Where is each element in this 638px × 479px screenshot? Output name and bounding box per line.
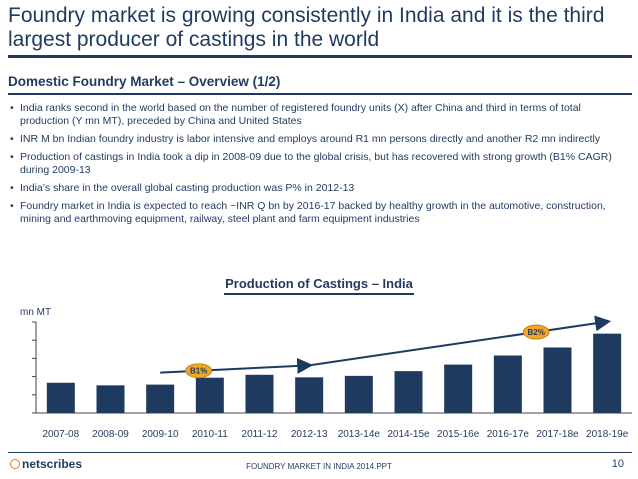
- bar-2012-13: [295, 377, 324, 413]
- bar-2013-14e: [344, 375, 373, 413]
- bullet-marker: •: [10, 102, 14, 114]
- section-subtitle: Domestic Foundry Market – Overview (1/2): [8, 74, 281, 89]
- bar-2017-18e: [543, 347, 572, 413]
- bullet-text: India’s share in the overall global cast…: [20, 181, 355, 194]
- bullet-list: • India ranks second in the world based o…: [10, 102, 632, 231]
- bar-2007-08: [46, 382, 75, 413]
- footer-filename: FOUNDRY MARKET IN INDIA 2014.PPT: [246, 462, 392, 471]
- x-tick-label: 2016-17e: [487, 429, 530, 440]
- company-logo: netscribes: [10, 457, 82, 471]
- chart-title: Production of Castings – India: [225, 276, 413, 291]
- bullet-text: Foundry market in India is expected to r…: [20, 199, 606, 225]
- bullet-item: • Production of castings in India took a…: [10, 151, 632, 177]
- x-tick-label: 2012-13: [291, 429, 328, 440]
- bullet-item: • India’s share in the overall global cas…: [10, 182, 632, 195]
- bar-2014-15e: [394, 371, 423, 413]
- logo-text: netscribes: [22, 457, 83, 471]
- x-tick-label: 2018-19e: [586, 429, 629, 440]
- cagr-arrow: [309, 315, 612, 367]
- slide-title: Foundry market is growing consistently i…: [8, 4, 605, 51]
- bullet-marker: •: [10, 199, 14, 212]
- title-divider: [8, 55, 632, 58]
- x-tick-label: 2009-10: [142, 429, 179, 440]
- x-tick-label: 2017-18e: [536, 429, 579, 440]
- x-tick-label: 2010-11: [192, 429, 228, 440]
- x-tick-label: 2015-16e: [437, 429, 480, 440]
- chart-title-underline: [224, 293, 414, 295]
- cagr-arrow: [160, 357, 314, 374]
- bar-2008-09: [96, 385, 125, 413]
- bullet-text: INR M bn Indian foundry industry is labo…: [20, 132, 601, 145]
- bar-2011-12: [245, 374, 274, 413]
- x-tick-label: 2011-12: [242, 429, 278, 440]
- y-axis-label: mn MT: [20, 307, 52, 318]
- logo-icon: [10, 459, 20, 469]
- bullet-item: • INR M bn Indian foundry industry is lab…: [10, 133, 632, 146]
- bullet-text: India ranks second in the world based on…: [20, 102, 581, 127]
- cagr-label: B2%: [527, 328, 544, 337]
- bullet-marker: •: [10, 132, 14, 145]
- bar-2015-16e: [444, 364, 473, 413]
- cagr-label: B1%: [190, 367, 207, 376]
- page-number: 10: [611, 458, 624, 470]
- x-tick-label: 2008-09: [92, 429, 129, 440]
- bullet-item: • India ranks second in the world based o…: [10, 102, 632, 128]
- footer-divider: [8, 452, 632, 453]
- subtitle-divider: [8, 93, 632, 95]
- cagr-badge: [185, 363, 213, 379]
- bar-2009-10: [146, 384, 175, 413]
- bar-2018-19e: [593, 333, 622, 413]
- bullet-marker: •: [10, 150, 14, 163]
- cagr-badge: [522, 324, 550, 340]
- bullet-text: Production of castings in India took a d…: [20, 150, 612, 176]
- x-tick-label: 2014-15e: [387, 429, 430, 440]
- x-tick-label: 2007-08: [42, 429, 79, 440]
- x-tick-label: 2013-14e: [338, 429, 381, 440]
- bullet-marker: •: [10, 181, 14, 194]
- bullet-item: • Foundry market in India is expected to …: [10, 200, 632, 226]
- bar-2010-11: [195, 377, 224, 413]
- bar-2016-17e: [493, 355, 522, 413]
